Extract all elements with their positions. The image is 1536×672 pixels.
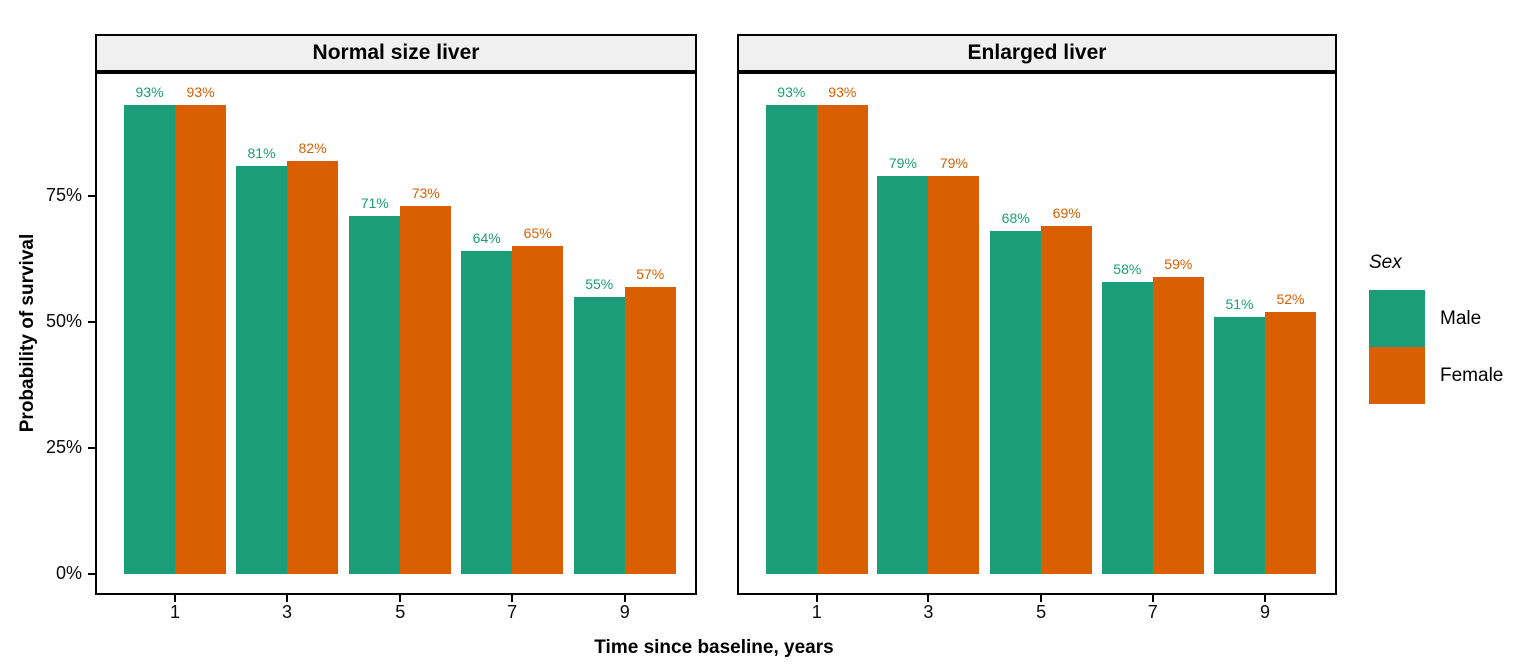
y-tick [88,447,95,449]
x-tick [623,595,626,602]
y-tick-label: 50% [45,311,82,331]
bar-female [287,160,339,574]
x-tick-label: 3 [282,602,293,622]
bar-value-label: 93% [777,84,806,101]
bar-value-label: 81% [247,144,276,161]
legend-title: Sex [1369,252,1402,273]
bar-value-label: 93% [828,84,857,101]
legend-swatch-male [1369,290,1425,347]
y-tick-label: 0% [55,563,82,583]
x-tick-label: 7 [507,602,518,622]
x-tick [815,595,818,602]
x-tick [1151,595,1154,602]
bar-female [1265,311,1316,574]
legend-key-male: Male [1369,290,1503,347]
y-tick [88,573,95,575]
x-axis-title: Time since baseline, years [594,637,834,658]
bar-value-label: 82% [298,139,327,156]
bar-male [1214,316,1265,574]
legend-key-female: Female [1369,347,1503,404]
x-tick-label: 1 [170,602,181,622]
y-tick-label: 75% [45,185,82,205]
bar-value-label: 93% [186,84,215,101]
bar-value-label: 73% [411,185,440,202]
bar-male [765,105,817,574]
bar-female [928,175,980,574]
x-tick [511,595,514,602]
bar-value-label: 71% [360,195,389,212]
bar-value-label: 51% [1225,295,1254,312]
bar-value-label: 79% [888,154,917,171]
bar-male [461,251,513,574]
bar-female [400,206,452,574]
y-axis-title: Probability of survival [17,233,38,433]
bar-female [175,105,227,574]
bar-male [349,216,401,574]
y-tick [88,195,95,197]
x-tick [1264,595,1266,602]
bar-female [1041,226,1093,574]
x-tick [286,595,289,602]
legend: Sex Male Female [1369,252,1503,404]
x-tick [927,595,930,602]
bar-male [990,231,1042,574]
legend-label: Male [1440,307,1482,329]
bar-value-label: 93% [135,84,164,101]
x-tick [174,595,177,602]
x-tick [1040,595,1043,602]
legend-keys: Male Female [1369,290,1503,404]
bar-value-label: 65% [523,225,552,242]
bar-value-label: 79% [939,154,968,171]
bar-value-label: 55% [585,275,614,292]
bar-female [512,246,564,574]
bar-male [236,165,288,574]
facet-strip: Enlarged liver [737,34,1337,72]
bar-value-label: 59% [1164,255,1193,272]
x-tick [399,595,402,602]
bar-value-label: 57% [636,265,665,282]
facet-title: Enlarged liver [967,41,1107,64]
bar-value-label: 69% [1052,205,1081,222]
x-tick-label: 1 [811,602,822,622]
x-tick-label: 3 [923,602,934,622]
x-tick-label: 9 [619,602,630,622]
facet-strip: Normal size liver [95,34,697,72]
bar-female [816,105,868,574]
bar-value-label: 58% [1113,260,1142,277]
bar-male [124,105,176,574]
facet-title: Normal size liver [312,41,480,64]
bar-male [877,175,929,574]
legend-label: Female [1440,364,1504,386]
legend-swatch-female [1369,347,1425,404]
x-tick-label: 5 [1036,602,1047,622]
y-tick-label: 25% [45,437,82,457]
x-tick-label: 7 [1147,602,1158,622]
x-tick-label: 5 [395,602,406,622]
bar-value-label: 64% [472,230,501,247]
bar-female [624,286,676,574]
bar-male [573,296,625,574]
bar-value-label: 68% [1001,210,1030,227]
y-tick [88,321,95,323]
x-tick-label: 9 [1259,602,1270,622]
bar-value-label: 52% [1276,290,1305,307]
bar-female [1152,276,1204,574]
bar-male [1101,281,1153,574]
